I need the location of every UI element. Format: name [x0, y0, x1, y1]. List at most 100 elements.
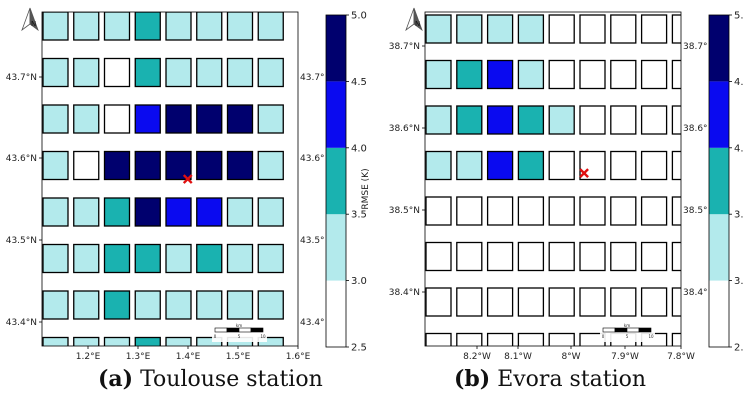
grid-cell: [42, 150, 69, 181]
grid-cell: [610, 59, 637, 90]
y-tick-label-right: 43.6°: [300, 154, 325, 164]
colorbar-tick-label: 4.5: [734, 77, 743, 88]
grid-cell: [548, 59, 575, 90]
grid-cell: [73, 336, 100, 346]
grid-cell: [425, 14, 452, 44]
grid-cell: [610, 196, 637, 226]
grid-cell: [73, 197, 100, 227]
grid-cell: [517, 287, 545, 317]
x-tick-label: 7.8°W: [667, 352, 695, 362]
y-tick-label: 38.4°N: [389, 288, 420, 298]
scale-tick: 5: [626, 334, 629, 339]
grid-cell: [226, 12, 254, 41]
scale-tick: 0: [214, 334, 217, 339]
grid-cell: [103, 290, 131, 320]
grid-cell: [486, 241, 514, 272]
x-tick-label: 8.2°W: [463, 352, 491, 362]
grid-cell: [196, 336, 223, 346]
grid-cell: [486, 59, 514, 90]
grid-cell: [548, 241, 575, 272]
grid-cell: [196, 150, 223, 181]
grid-cell: [42, 290, 69, 320]
grid-cell: [456, 59, 483, 90]
grid-cell: [640, 241, 668, 272]
grid-cell: [610, 105, 637, 135]
grid-cell: [226, 197, 254, 227]
grid-cell: [42, 12, 69, 41]
y-tick-label: 38.5°N: [389, 206, 420, 216]
grid-cell: [196, 104, 223, 134]
grid-cell: [257, 104, 284, 134]
grid-cell: [517, 14, 545, 44]
grid-cell: [42, 57, 69, 88]
y-tick-label: 43.5°N: [6, 236, 37, 246]
grid-cell: [517, 196, 545, 226]
grid-cell: [579, 59, 606, 90]
grid-cell: [456, 196, 483, 226]
grid-cell: [579, 332, 606, 346]
caption-text-b: Evora station: [490, 367, 647, 392]
grid-cell: [425, 196, 452, 226]
grid-cell: [425, 150, 452, 181]
grid-cell: [610, 150, 637, 181]
grid-cell: [579, 196, 606, 226]
grid-cell: [671, 332, 681, 346]
scale-bar: km 0 5 10: [212, 320, 267, 342]
scale-tick: 5: [238, 334, 241, 339]
scale-tick: 0: [602, 334, 605, 339]
grid-cell: [486, 150, 514, 181]
grid-cell: [42, 243, 69, 274]
colorbar-segment: [709, 147, 729, 215]
grid-cell: [196, 57, 223, 88]
grid-cell: [165, 197, 192, 227]
y-tick-label-right: 43.7°: [300, 73, 325, 83]
scale-tick: 10: [260, 334, 266, 339]
colorbar-segment: [326, 280, 346, 347]
station-marker: [182, 174, 193, 184]
grid-cell: [456, 332, 483, 346]
grid-cell: [517, 105, 545, 135]
grid-cell: [486, 105, 514, 135]
north-arrow-icon: N: [21, 7, 39, 32]
map-frame: [424, 11, 682, 347]
grid-cell: [548, 14, 575, 44]
x-tick-label: 1.4°E: [176, 352, 201, 362]
y-tick-label: 43.6°N: [6, 154, 37, 164]
grid-cell: [73, 57, 100, 88]
grid-cell: [456, 105, 483, 135]
grid-cell: [548, 287, 575, 317]
grid-cell: [134, 12, 161, 41]
grid-cell: [548, 150, 575, 181]
colorbar-segment: [709, 81, 729, 148]
grid-cell: [517, 150, 545, 181]
grid-cell: [42, 336, 69, 346]
scale-unit: km: [236, 323, 242, 328]
colorbar-tick-label: 3.5: [351, 210, 367, 221]
grid-cell: [425, 332, 452, 346]
caption-letter-a: (a): [98, 366, 134, 392]
scale-bar: km 0 5 10: [600, 320, 655, 342]
grid-cell: [610, 241, 637, 272]
grid-cell: [196, 197, 223, 227]
grid-cell: [165, 243, 192, 274]
grid-cell: [456, 150, 483, 181]
station-marker: [579, 168, 589, 178]
colorbar-tick-label: 4.0: [351, 143, 367, 154]
grid-cell: [257, 336, 284, 346]
grid-cell: [196, 12, 223, 41]
grid-cell: [671, 150, 681, 181]
panel-toulouse: km 0 5 10 N 1.2°E 1.3°E 1.4°E 1.5°E 1.6°E 43.7°N 43…: [6, 7, 371, 362]
grid-cell: [103, 57, 131, 88]
grid-cell: [671, 14, 681, 44]
grid-cell: [425, 287, 452, 317]
grid-cell: [134, 197, 161, 227]
grid-cell: [103, 104, 131, 134]
colorbar-tick-label: 5.0: [734, 11, 743, 22]
grid-cell: [257, 57, 284, 88]
grid-cell: [103, 12, 131, 41]
grid-cell: [165, 336, 192, 346]
y-tick-label-right: 38.4°: [683, 288, 708, 298]
caption-toulouse: (a) Toulouse station: [98, 366, 323, 392]
grid-cell: [226, 243, 254, 274]
